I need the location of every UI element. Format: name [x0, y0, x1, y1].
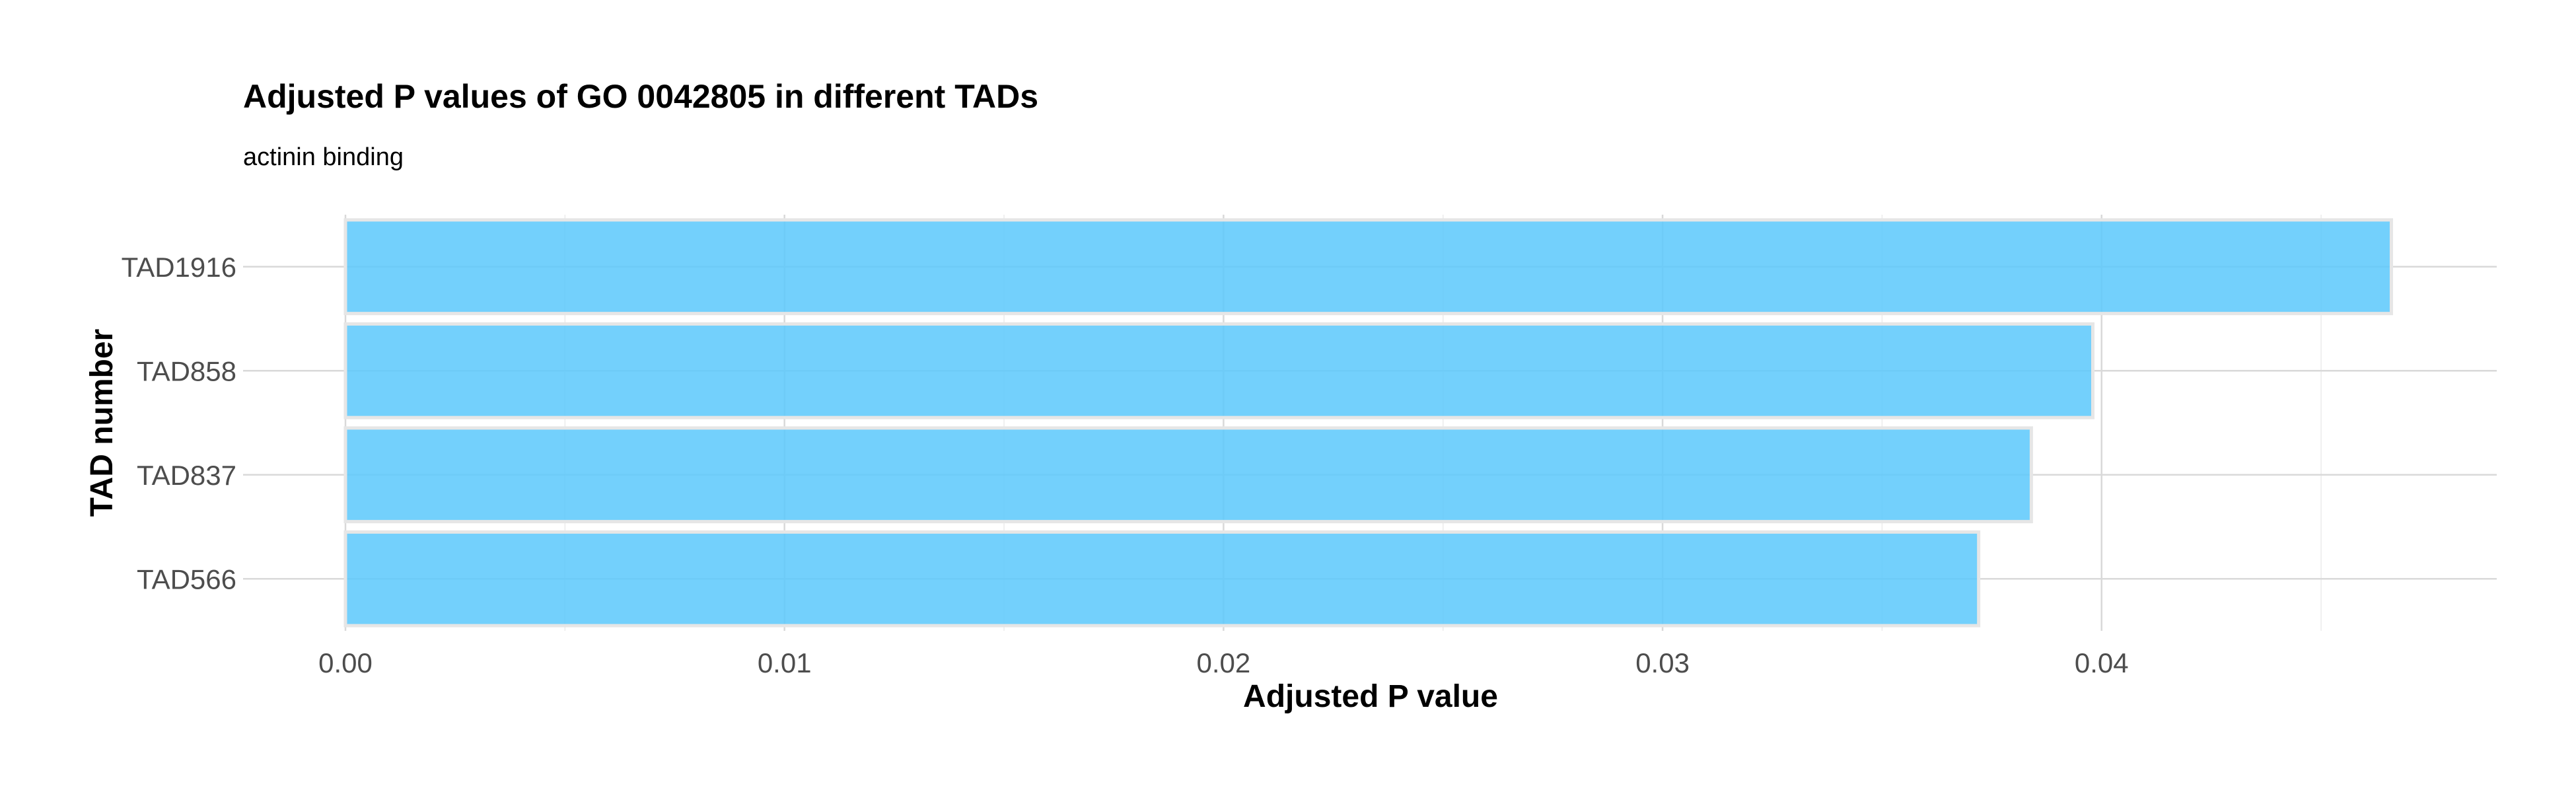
- y-tick-label: TAD1916: [122, 252, 236, 283]
- x-axis-title: Adjusted P value: [1243, 679, 1498, 714]
- y-axis-title: TAD number: [85, 329, 120, 517]
- y-tick-label: TAD837: [137, 460, 236, 491]
- x-tick-label: 0.04: [2075, 647, 2129, 678]
- bar-tad837: [343, 426, 2033, 524]
- y-tick-label: TAD566: [137, 563, 236, 595]
- x-tick-label: 0.01: [758, 647, 812, 678]
- y-tick-label: TAD858: [137, 355, 236, 386]
- bar-tad1916: [343, 218, 2393, 316]
- chart-title: Adjusted P values of GO 0042805 in diffe…: [243, 78, 1038, 115]
- bar-tad566: [343, 530, 1981, 628]
- x-tick-label: 0.03: [1635, 647, 1690, 678]
- x-axis-ticks: 0.00 0.01 0.02 0.03 0.04: [318, 647, 2129, 678]
- y-axis-ticks: TAD1916 TAD858 TAD837 TAD566: [122, 252, 236, 595]
- bar-tad858: [343, 322, 2094, 419]
- chart-subtitle: actinin binding: [243, 143, 404, 171]
- bars: [343, 218, 2393, 628]
- x-tick-label: 0.00: [318, 647, 373, 678]
- x-tick-label: 0.02: [1197, 647, 1251, 678]
